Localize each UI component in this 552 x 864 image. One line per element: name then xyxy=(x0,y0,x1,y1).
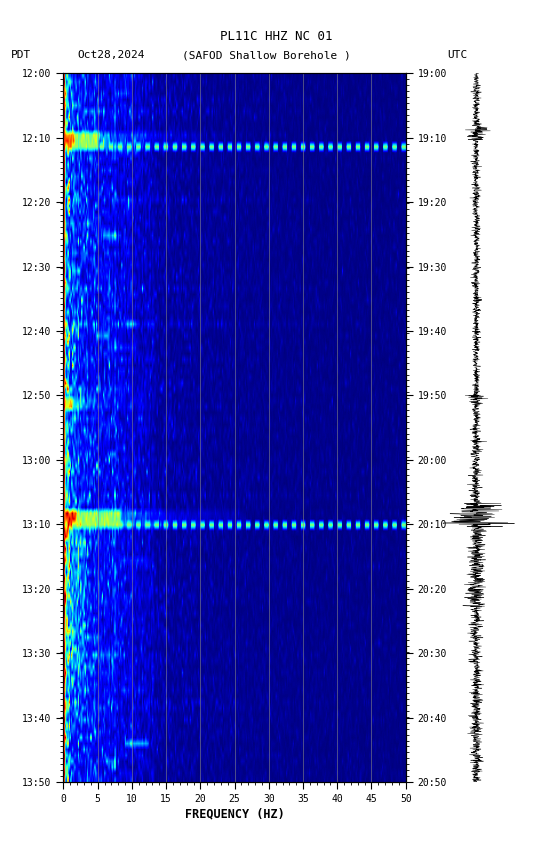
Text: (SAFOD Shallow Borehole ): (SAFOD Shallow Borehole ) xyxy=(182,50,351,60)
Text: Oct28,2024: Oct28,2024 xyxy=(77,50,145,60)
Text: PDT: PDT xyxy=(11,50,31,60)
X-axis label: FREQUENCY (HZ): FREQUENCY (HZ) xyxy=(185,808,284,821)
Text: PL11C HHZ NC 01: PL11C HHZ NC 01 xyxy=(220,30,332,43)
Text: UTC: UTC xyxy=(447,50,468,60)
